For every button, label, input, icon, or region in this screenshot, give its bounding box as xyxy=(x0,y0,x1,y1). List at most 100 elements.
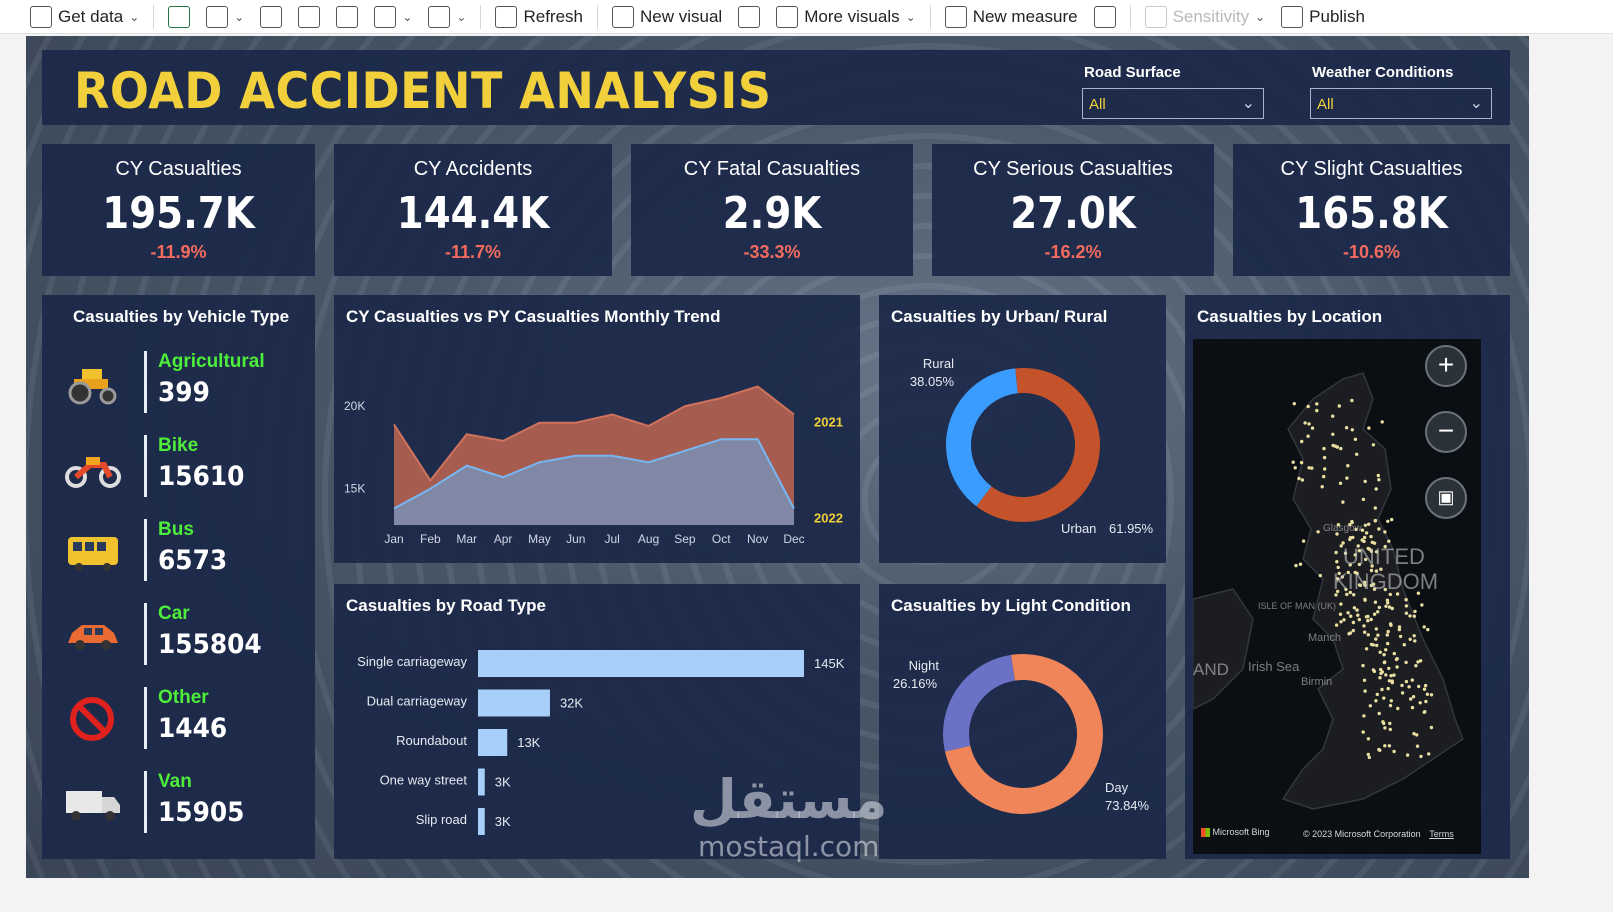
accident-point xyxy=(1377,478,1381,482)
chevron-down-icon: ⌄ xyxy=(1469,95,1483,112)
weather-conditions-dropdown[interactable]: All ⌄ xyxy=(1310,88,1492,119)
toolbar-sensitivity-button[interactable]: Sensitivity ⌄ xyxy=(1137,0,1274,34)
vehicle-row-car[interactable]: Car 155804 xyxy=(42,599,314,671)
vehicle-row-agricultural[interactable]: Agricultural 399 xyxy=(42,347,314,419)
accident-point xyxy=(1335,560,1339,564)
toolbar-text-box-button[interactable] xyxy=(730,0,768,34)
accident-point xyxy=(1322,446,1326,451)
slice-urban xyxy=(976,368,1100,522)
accident-point xyxy=(1361,730,1365,734)
accident-point xyxy=(1301,539,1306,543)
accident-point xyxy=(1366,752,1370,757)
accident-point xyxy=(1378,676,1382,680)
bar-value-label: 3K xyxy=(495,775,511,790)
accident-point xyxy=(1299,460,1304,465)
panel-title: Casualties by Road Type xyxy=(346,596,546,615)
recent-sources-icon xyxy=(374,5,397,28)
accident-point xyxy=(1410,705,1415,710)
accident-point xyxy=(1387,539,1391,543)
kpi-label: CY Serious Casualties xyxy=(973,158,1173,180)
accident-point xyxy=(1383,530,1387,534)
bus-icon xyxy=(64,527,122,575)
toolbar-new-measure-button[interactable]: New measure xyxy=(937,0,1086,34)
monthly-trend-panel[interactable]: CY Casualties vs PY Casualties Monthly T… xyxy=(334,295,860,563)
accident-point xyxy=(1388,592,1392,597)
accident-point xyxy=(1307,422,1311,426)
accident-point xyxy=(1366,546,1370,551)
bar-slip-road xyxy=(478,808,485,835)
kpi-label: CY Fatal Casualties xyxy=(683,158,861,180)
toolbar-label: New visual xyxy=(640,6,723,26)
accident-point xyxy=(1357,562,1362,567)
urban-rural-panel[interactable]: Casualties by Urban/ Rural Rural 38.05% Ur… xyxy=(879,295,1166,563)
vehicle-row-van[interactable]: Van 15905 xyxy=(42,767,314,839)
accident-point xyxy=(1345,592,1349,597)
watermark: مستقل mostaql.com xyxy=(690,770,888,864)
vehicle-type-panel[interactable]: Casualties by Vehicle Type Agricultural 3… xyxy=(42,295,315,859)
divider xyxy=(144,351,147,413)
new-visual-icon xyxy=(612,5,634,28)
kpi-card-fatal[interactable]: CY Fatal Casualties 2.9K -33.3% xyxy=(631,144,913,276)
accident-point xyxy=(1363,479,1367,484)
toolbar-database-button[interactable]: Get data ⌄ xyxy=(22,0,147,34)
kpi-card-serious[interactable]: CY Serious Casualties 27.0K -16.2% xyxy=(932,144,1214,276)
accident-point xyxy=(1395,665,1399,669)
toolbar-refresh-button[interactable]: Refresh xyxy=(487,0,591,34)
toolbar-separator xyxy=(153,4,155,29)
accident-point xyxy=(1362,624,1366,628)
accident-point xyxy=(1366,619,1370,623)
toolbar-label: Refresh xyxy=(523,6,583,26)
accident-point xyxy=(1334,593,1338,597)
prohibited-icon xyxy=(64,695,122,743)
road-surface-dropdown[interactable]: All ⌄ xyxy=(1082,88,1264,119)
accident-point xyxy=(1297,476,1301,481)
van-icon xyxy=(64,779,122,827)
accident-point xyxy=(1349,614,1353,618)
toolbar-publish-button[interactable]: Publish xyxy=(1273,0,1373,34)
accident-point xyxy=(1383,744,1387,748)
location-map-panel[interactable]: Casualties by Location UNITED KINGDOM ISLE… xyxy=(1185,295,1510,859)
toolbar-dataverse-button[interactable] xyxy=(328,0,366,34)
accident-point xyxy=(1364,647,1369,651)
accident-point xyxy=(1352,593,1356,597)
toolbar-sql-server-button[interactable] xyxy=(252,0,290,34)
toolbar-separator xyxy=(929,4,931,29)
kpi-card-accidents[interactable]: CY Accidents 144.4K -11.7% xyxy=(334,144,612,276)
light-condition-panel[interactable]: Casualties by Light Condition Night 26.16… xyxy=(879,584,1166,859)
accident-point xyxy=(1339,544,1343,548)
toolbar-new-visual-button[interactable]: New visual xyxy=(604,0,730,34)
vehicle-row-bus[interactable]: Bus 6573 xyxy=(42,515,314,587)
vehicle-row-bike[interactable]: Bike 15610 xyxy=(42,431,314,503)
header-panel: ROAD ACCIDENT ANALYSIS Road Surface All … xyxy=(42,50,1510,125)
road-type-panel[interactable]: Casualties by Road Type Single carriagew… xyxy=(334,584,860,859)
zoom-out-button[interactable]: − xyxy=(1425,411,1467,453)
map-canvas[interactable]: UNITED KINGDOM ISLE OF MAN (UK) Manch Irish … xyxy=(1193,339,1481,854)
toolbar-more-visuals-button[interactable]: More visuals ⌄ xyxy=(768,0,923,34)
vehicle-row-other[interactable]: Other 1446 xyxy=(42,683,314,755)
toolbar-excel-button[interactable] xyxy=(160,0,198,34)
accident-point xyxy=(1371,582,1376,586)
urban-rural-donut: Rural 38.05% Urban 61.95% xyxy=(910,356,1154,536)
toolbar-recent-sources-button[interactable]: ⌄ xyxy=(366,0,420,34)
toolbar-transform-data-button[interactable]: ⌄ xyxy=(420,0,474,34)
zoom-in-button[interactable]: + xyxy=(1425,345,1467,387)
accident-point xyxy=(1354,527,1358,532)
page-title: ROAD ACCIDENT ANALYSIS xyxy=(74,62,772,120)
accident-point xyxy=(1294,563,1298,568)
select-area-button[interactable]: ▣ xyxy=(1425,477,1467,519)
accident-point xyxy=(1376,610,1380,614)
toolbar-data-hub-button[interactable]: ⌄ xyxy=(198,0,252,34)
toolbar-label: More visuals xyxy=(804,6,900,26)
kpi-card-casualties[interactable]: CY Casualties 195.7K -11.9% xyxy=(42,144,315,276)
accident-point xyxy=(1339,620,1343,624)
accident-point xyxy=(1310,466,1314,470)
slice-value-label: 61.95% xyxy=(1109,521,1154,536)
accident-point xyxy=(1337,404,1341,408)
accident-point xyxy=(1300,439,1304,444)
toolbar-quick-measure-button[interactable] xyxy=(1086,0,1124,34)
accident-point xyxy=(1362,539,1366,544)
toolbar-enter-data-button[interactable] xyxy=(290,0,328,34)
accident-point xyxy=(1387,666,1391,671)
terms-link[interactable]: Terms xyxy=(1429,829,1454,839)
kpi-card-slight[interactable]: CY Slight Casualties 165.8K -10.6% xyxy=(1233,144,1510,276)
